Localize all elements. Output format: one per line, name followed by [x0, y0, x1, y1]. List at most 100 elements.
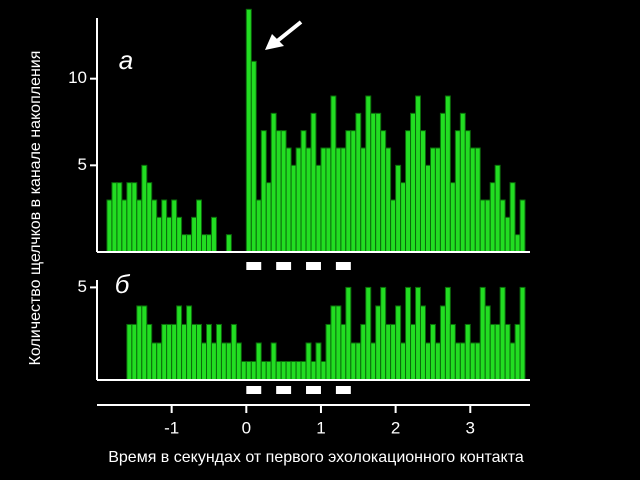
bar	[424, 342, 431, 381]
bar	[181, 323, 188, 381]
bar	[136, 199, 143, 253]
bar	[429, 147, 436, 253]
bar	[419, 305, 426, 381]
bar	[340, 147, 347, 253]
stimulus-marker	[246, 386, 262, 394]
bar	[484, 199, 491, 253]
bar	[136, 305, 143, 381]
bar	[335, 147, 342, 253]
bar	[280, 130, 287, 253]
bar	[479, 199, 486, 253]
bar	[255, 342, 262, 381]
bar	[146, 323, 153, 381]
bar	[171, 199, 178, 253]
bar	[270, 112, 277, 253]
bar	[260, 360, 267, 381]
bar	[514, 234, 521, 253]
bar	[161, 199, 168, 253]
x-axis-label: Время в секундах от первого эхолокационн…	[108, 449, 524, 466]
bar	[355, 112, 362, 253]
bar	[126, 323, 133, 381]
bar	[210, 342, 217, 381]
bar	[464, 323, 471, 381]
bar	[395, 164, 402, 253]
bar	[385, 323, 392, 381]
bar	[395, 305, 402, 381]
bar	[429, 323, 436, 381]
bar	[375, 305, 382, 381]
bar	[116, 182, 123, 253]
bar	[176, 305, 183, 381]
bar	[330, 305, 337, 381]
bar	[201, 234, 208, 253]
bar	[474, 147, 481, 253]
x-tick-label: 0	[242, 418, 251, 437]
bar	[280, 360, 287, 381]
bar	[151, 199, 158, 253]
bar	[250, 60, 257, 253]
bar	[439, 112, 446, 253]
x-tick-label: 3	[466, 418, 475, 437]
bar	[340, 323, 347, 381]
bar	[265, 360, 272, 381]
bar	[385, 147, 392, 253]
bar	[245, 8, 252, 253]
bar	[181, 234, 188, 253]
bar	[335, 305, 342, 381]
arrow	[265, 20, 303, 50]
bar	[191, 323, 198, 381]
bar	[439, 305, 446, 381]
bar	[484, 305, 491, 381]
bar	[380, 130, 387, 253]
bar	[390, 199, 397, 253]
bar	[305, 342, 312, 381]
stimulus-marker	[335, 386, 351, 394]
bar	[365, 286, 372, 381]
bar	[176, 216, 183, 253]
bar	[300, 360, 307, 381]
y-tick-label: 5	[78, 277, 87, 296]
bar	[156, 216, 163, 253]
bar	[196, 199, 203, 253]
bar	[504, 216, 511, 253]
bar	[206, 323, 212, 381]
bar	[285, 360, 292, 381]
bar	[330, 95, 337, 253]
bar	[499, 286, 506, 381]
panel-label: а	[119, 45, 133, 75]
bar	[295, 147, 302, 253]
bar	[345, 286, 352, 381]
bar	[315, 164, 322, 253]
bar	[350, 342, 357, 381]
bar	[494, 164, 501, 253]
bar	[400, 182, 407, 253]
bar	[240, 360, 247, 381]
bar	[375, 112, 382, 253]
bar	[449, 182, 456, 253]
bar	[509, 342, 516, 381]
x-tick-label: 1	[316, 418, 325, 437]
bar	[405, 130, 412, 253]
bar	[320, 360, 327, 381]
bar	[290, 360, 297, 381]
bar	[469, 342, 476, 381]
bar	[424, 164, 431, 253]
bar	[225, 342, 232, 381]
bar	[196, 323, 203, 381]
bar	[191, 216, 198, 253]
bar	[151, 342, 158, 381]
bar	[245, 360, 252, 381]
bar	[489, 182, 496, 253]
bar	[255, 199, 262, 253]
stimulus-marker	[276, 262, 292, 270]
bar	[186, 234, 193, 253]
bar	[434, 342, 441, 381]
bar	[400, 342, 407, 381]
bar	[166, 323, 173, 381]
bar	[459, 112, 466, 253]
bar	[305, 147, 312, 253]
bar	[131, 182, 138, 253]
bar	[415, 286, 421, 381]
bar	[310, 112, 317, 253]
bar	[166, 216, 173, 253]
